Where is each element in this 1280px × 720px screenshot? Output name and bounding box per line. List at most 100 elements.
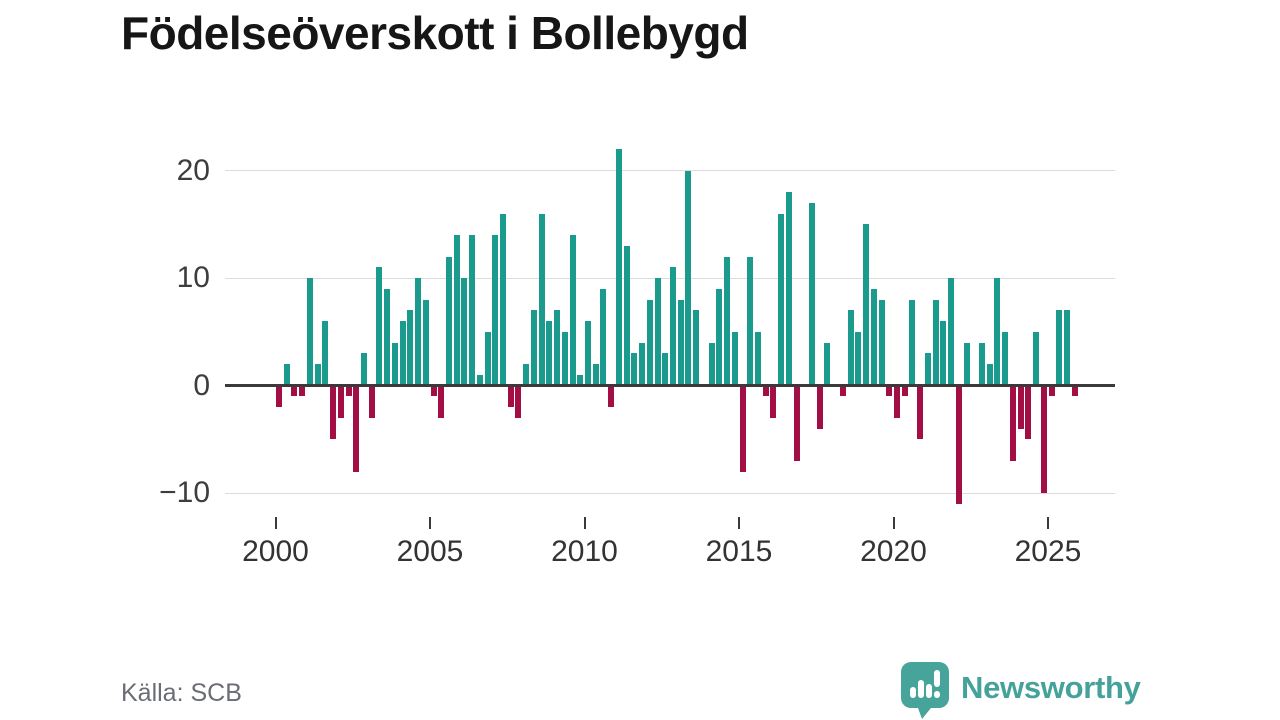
y-axis-label: 0 — [193, 368, 210, 402]
bar-2007Q1 — [492, 235, 499, 386]
x-axis-label-2025: 2025 — [1014, 535, 1082, 568]
bar-2012Q2 — [654, 278, 661, 386]
y-axis-label: −10 — [159, 476, 210, 509]
bar-2008Q3 — [538, 213, 545, 386]
bar-2003Q2 — [376, 267, 383, 386]
bar-2017Q2 — [809, 202, 816, 386]
bar-2019Q3 — [878, 299, 885, 386]
bar-2025Q1 — [1048, 385, 1055, 397]
x-axis-label-2015: 2015 — [705, 535, 773, 568]
bar-2020Q1 — [894, 385, 900, 418]
bar-2001Q4 — [330, 385, 337, 440]
bar-2009Q3 — [569, 235, 576, 386]
bar-2011Q4 — [639, 342, 646, 386]
bar-2024Q2 — [1025, 385, 1032, 440]
bar-2021Q1 — [924, 353, 931, 386]
bar-2002Q1 — [337, 385, 344, 418]
bar-2006Q1 — [461, 278, 468, 386]
bar-2011Q2 — [623, 245, 630, 386]
bar-2014Q4 — [731, 331, 738, 386]
bar-2022Q4 — [978, 342, 985, 386]
bar-2018Q2 — [839, 385, 846, 397]
bar-2010Q1 — [585, 321, 591, 386]
bar-2014Q2 — [716, 288, 723, 386]
bar-2019Q1 — [863, 224, 870, 386]
zero-axis-line — [225, 384, 1115, 387]
bar-2008Q2 — [530, 310, 537, 386]
bar-2009Q4 — [577, 374, 584, 386]
bar-2007Q4 — [515, 385, 522, 418]
bar-2004Q1 — [399, 321, 406, 386]
bar-2001Q2 — [314, 364, 321, 386]
newsworthy-logo-icon — [901, 662, 949, 719]
bar-2020Q4 — [917, 385, 924, 440]
bar-2001Q1 — [306, 278, 313, 386]
bar-2021Q3 — [940, 321, 947, 386]
bar-2021Q4 — [948, 278, 955, 386]
bar-2012Q1 — [646, 299, 653, 386]
bar-2005Q1 — [430, 385, 437, 397]
bar-2007Q3 — [507, 385, 514, 407]
bar-2017Q3 — [816, 385, 823, 429]
bar-2002Q2 — [345, 385, 352, 397]
bar-2002Q4 — [360, 353, 367, 386]
bar-2013Q1 — [677, 299, 684, 386]
bar-2014Q3 — [724, 256, 731, 386]
bar-2011Q1 — [615, 149, 622, 386]
bar-2006Q2 — [469, 235, 476, 386]
bar-2011Q3 — [631, 353, 638, 386]
bar-2006Q4 — [484, 331, 491, 386]
newsworthy-logo-text: Newsworthy — [961, 670, 1141, 705]
y-axis-label: 20 — [176, 153, 210, 187]
bar-2012Q3 — [662, 353, 669, 386]
bar-2025Q4 — [1071, 385, 1078, 397]
bar-2010Q3 — [600, 288, 607, 386]
bar-2015Q2 — [747, 256, 754, 386]
bar-2020Q3 — [909, 299, 916, 386]
bar-2013Q3 — [693, 310, 700, 386]
bar-2016Q1 — [770, 385, 777, 418]
x-tick-2015 — [738, 517, 740, 529]
bar-2016Q4 — [793, 385, 800, 461]
bar-2016Q3 — [785, 192, 792, 386]
x-tick-2005 — [429, 517, 431, 529]
bar-2000Q3 — [291, 385, 298, 397]
bar-2019Q2 — [870, 288, 877, 386]
bar-2019Q4 — [886, 385, 893, 397]
gridline-y20 — [225, 170, 1115, 171]
bar-2004Q4 — [422, 299, 429, 386]
gridline-y-10 — [225, 492, 1115, 494]
y-axis-label: 10 — [176, 261, 210, 294]
bar-2009Q1 — [554, 310, 561, 386]
bar-2009Q2 — [561, 331, 568, 386]
bar-2010Q2 — [592, 364, 599, 386]
bar-2000Q1 — [276, 385, 282, 407]
bar-2004Q2 — [407, 310, 414, 386]
bar-2005Q4 — [453, 235, 460, 386]
bar-2023Q4 — [1009, 385, 1016, 461]
bar-2005Q3 — [445, 256, 452, 386]
x-tick-2020 — [892, 517, 895, 529]
bar-2015Q4 — [762, 385, 769, 397]
bar-2016Q2 — [778, 213, 785, 386]
bar-2008Q1 — [523, 364, 530, 386]
source-label: Källa: SCB — [121, 679, 242, 707]
bar-2021Q2 — [932, 299, 939, 386]
bar-2017Q4 — [824, 342, 831, 386]
bar-2008Q4 — [546, 321, 553, 386]
bar-2022Q2 — [963, 342, 970, 386]
bar-2025Q3 — [1063, 310, 1070, 386]
x-axis-label-2005: 2005 — [396, 535, 464, 568]
bar-2024Q3 — [1033, 331, 1040, 386]
x-axis-label-2000: 2000 — [242, 535, 309, 568]
bar-2015Q3 — [754, 331, 761, 386]
bar-2000Q2 — [283, 364, 290, 386]
bar-2014Q1 — [708, 342, 715, 386]
bar-2018Q3 — [847, 310, 854, 386]
bar-2003Q1 — [368, 385, 375, 418]
bar-2015Q1 — [739, 385, 746, 472]
bar-2018Q4 — [855, 331, 862, 386]
x-tick-2000 — [274, 517, 277, 529]
